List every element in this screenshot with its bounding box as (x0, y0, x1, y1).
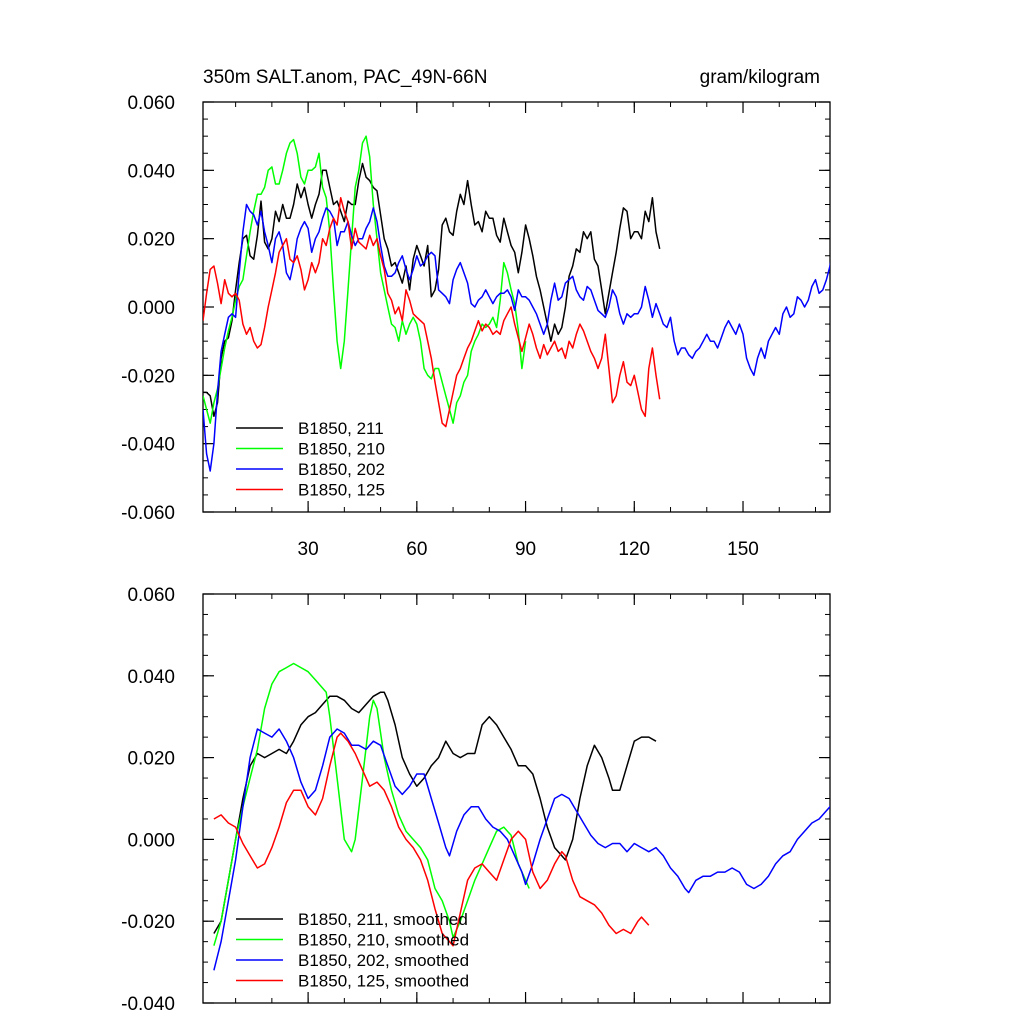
x-tick-label: 90 (515, 539, 536, 560)
series-line-4 (213, 732, 650, 947)
legend-label: B1850, 202, smoothed (298, 951, 469, 970)
y-tick-label: 0.020 (127, 749, 175, 770)
y-tick-label: 0.060 (127, 93, 175, 114)
y-tick-label: 0.020 (127, 230, 175, 251)
y-tick-label: -0.040 (121, 994, 175, 1015)
legend-label: B1850, 211 (298, 419, 384, 438)
y-tick-label: 0.000 (127, 298, 175, 319)
y-tick-label: 0.040 (127, 161, 175, 182)
series-line-2 (213, 662, 530, 946)
legend-label: B1850, 211, smoothed (298, 910, 468, 929)
series-line-1 (213, 691, 657, 934)
legend-label: B1850, 202 (298, 460, 385, 479)
y-tick-label: 0.060 (127, 585, 175, 606)
y-tick-label: -0.020 (121, 366, 175, 387)
x-tick-label: 60 (406, 539, 427, 560)
y-tick-label: -0.020 (121, 912, 175, 933)
legend-label: B1850, 210, smoothed (298, 931, 469, 950)
x-tick-label: 120 (618, 539, 650, 560)
series-line-2 (203, 135, 527, 424)
y-tick-label: 0.000 (127, 830, 175, 851)
chart-title: 350m SALT.anom, PAC_49N-66N (203, 67, 487, 88)
y-tick-label: -0.060 (121, 503, 175, 524)
legend-label: B1850, 210 (298, 440, 385, 459)
y-tick-label: -0.040 (121, 435, 175, 456)
series-line-3 (203, 203, 830, 472)
x-tick-label: 150 (727, 539, 759, 560)
series-line-1 (203, 162, 661, 418)
legend-label: B1850, 125 (298, 481, 385, 500)
y-tick-label: 0.040 (127, 667, 175, 688)
series-line-4 (203, 196, 661, 428)
top-panel: 350m SALT.anom, PAC_49N-66N gram/kilogra… (121, 67, 831, 560)
legend-label: B1850, 125, smoothed (298, 972, 469, 991)
bottom-panel: -0.040 -0.020 0.000 0.020 0.040 0.060 B1850, 2… (121, 585, 831, 1015)
series-line-3 (213, 728, 830, 971)
units-label: gram/kilogram (700, 67, 820, 88)
x-tick-label: 30 (298, 539, 319, 560)
